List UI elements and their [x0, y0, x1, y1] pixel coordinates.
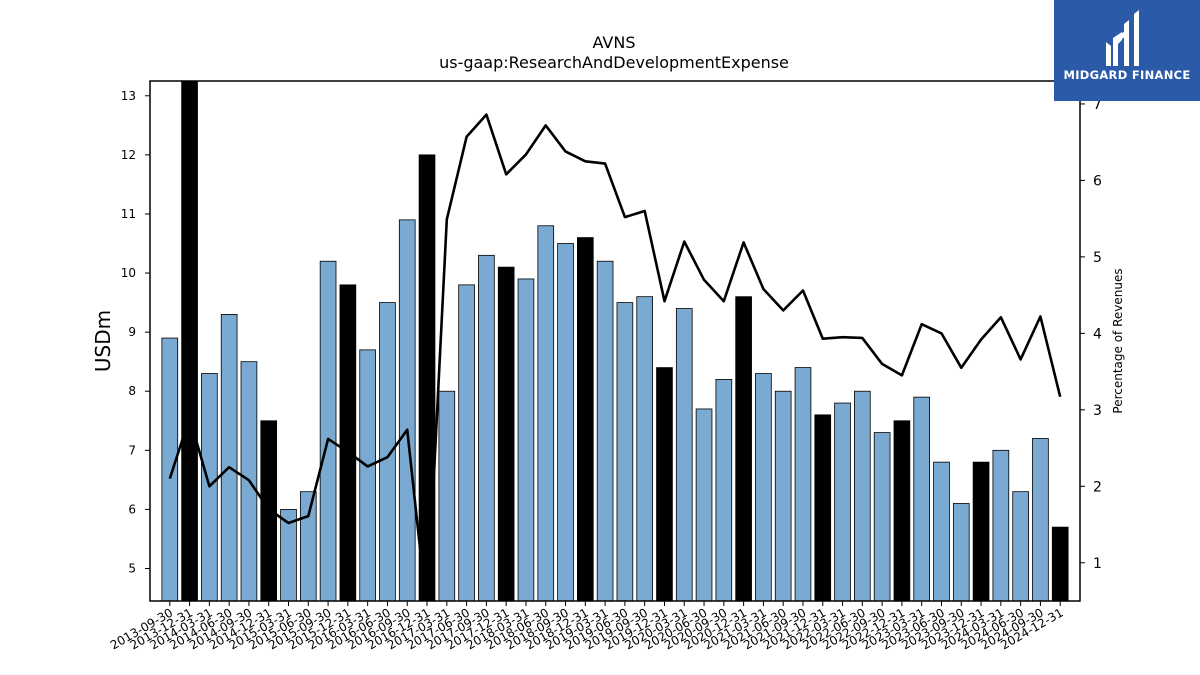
- bar: [933, 461, 950, 601]
- bar: [319, 260, 337, 601]
- bar: [220, 314, 238, 601]
- plot-area: 567891011121312345672013-09-302013-12-31…: [108, 80, 1102, 652]
- bar: [656, 367, 673, 601]
- bar: [537, 225, 555, 601]
- logo-mark-icon: [1106, 10, 1139, 66]
- y-tick-label: 5: [128, 562, 136, 576]
- logo-text: MIDGARD FINANCE: [1063, 68, 1191, 82]
- bar: [418, 154, 436, 601]
- bar: [161, 337, 179, 601]
- y2-tick-label: 7: [1093, 97, 1102, 113]
- bar: [1012, 491, 1029, 601]
- y2-tick-label: 5: [1093, 250, 1102, 266]
- bar: [577, 237, 594, 601]
- y2-tick-label: 4: [1093, 326, 1102, 342]
- bar: [735, 296, 752, 601]
- bar: [299, 491, 317, 601]
- y-tick-label: 6: [128, 502, 136, 516]
- bar: [557, 243, 574, 601]
- bar: [854, 390, 871, 601]
- bar: [458, 284, 475, 601]
- bar: [339, 284, 357, 601]
- bar: [497, 266, 515, 601]
- bar: [478, 254, 495, 601]
- y-tick-label: 13: [121, 89, 136, 103]
- bar: [873, 432, 891, 601]
- y-tick-label: 12: [121, 148, 136, 162]
- bar: [1051, 526, 1069, 601]
- chart-subtitle: us-gaap:ResearchAndDevelopmentExpense: [439, 53, 789, 72]
- bar: [359, 349, 376, 601]
- y-tick-label: 9: [128, 325, 136, 339]
- bar: [596, 260, 614, 601]
- bar: [517, 278, 535, 601]
- y-tick-label: 10: [121, 266, 136, 280]
- y-tick-label: 11: [121, 207, 136, 221]
- bar: [675, 308, 693, 601]
- bar: [794, 367, 812, 601]
- bar: [913, 396, 931, 601]
- bar: [992, 449, 1010, 601]
- bar: [834, 402, 851, 601]
- bar: [181, 81, 198, 601]
- y-tick-label: 8: [128, 384, 136, 398]
- bar: [952, 503, 970, 601]
- y2-tick-label: 1: [1093, 556, 1102, 572]
- bar: [972, 461, 990, 601]
- bar: [398, 219, 416, 601]
- y2-tick-label: 6: [1093, 173, 1102, 189]
- bar: [379, 302, 396, 601]
- y2-tick-label: 2: [1093, 479, 1102, 495]
- bar: [755, 373, 772, 601]
- y-axis-label: USDm: [91, 310, 115, 372]
- bar: [280, 509, 297, 601]
- y2-axis-label: Percentage of Revenues: [1111, 268, 1125, 413]
- bar: [715, 379, 733, 601]
- bar: [1032, 438, 1049, 601]
- bar: [893, 420, 911, 601]
- bar: [438, 390, 456, 601]
- y2-tick-label: 3: [1093, 403, 1102, 419]
- bar: [814, 414, 832, 601]
- plot-frame: [149, 80, 1081, 602]
- bar: [616, 302, 634, 601]
- y-tick-label: 7: [128, 443, 136, 457]
- bar: [774, 390, 792, 601]
- bar: [260, 420, 278, 601]
- percentage-line: [168, 113, 1062, 601]
- brand-logo: MIDGARD FINANCE: [1054, 0, 1200, 101]
- bar: [695, 408, 713, 601]
- bar: [636, 296, 653, 601]
- chart-title: AVNS: [593, 33, 636, 52]
